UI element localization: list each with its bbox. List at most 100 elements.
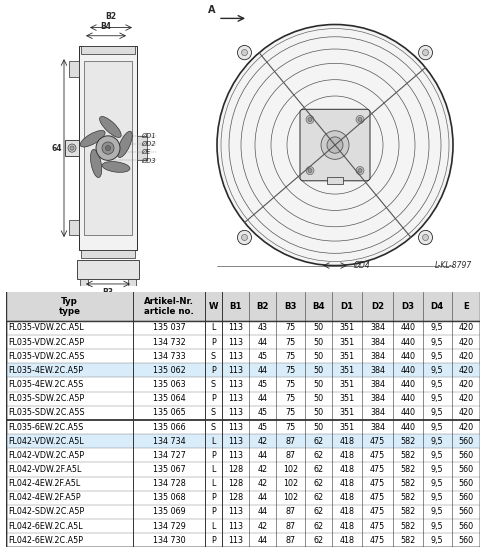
Text: ØD1: ØD1 bbox=[141, 133, 156, 139]
Text: ØD4: ØD4 bbox=[353, 261, 370, 270]
Text: 102: 102 bbox=[283, 479, 298, 488]
Text: FL042-VDW.2C.A5P: FL042-VDW.2C.A5P bbox=[9, 451, 85, 460]
Text: 440: 440 bbox=[400, 366, 415, 375]
Text: 9,5: 9,5 bbox=[431, 338, 444, 346]
Text: 113: 113 bbox=[228, 422, 243, 432]
Text: 135 062: 135 062 bbox=[153, 366, 185, 375]
Text: 50: 50 bbox=[313, 352, 324, 361]
Text: Typ
type: Typ type bbox=[58, 296, 81, 316]
Text: 102: 102 bbox=[283, 465, 298, 474]
Circle shape bbox=[217, 25, 453, 266]
Text: D4: D4 bbox=[431, 302, 444, 311]
Text: 440: 440 bbox=[400, 338, 415, 346]
Text: 440: 440 bbox=[400, 323, 415, 333]
Ellipse shape bbox=[118, 131, 132, 157]
Text: 44: 44 bbox=[258, 493, 268, 502]
Text: 135 063: 135 063 bbox=[153, 380, 185, 389]
Text: 582: 582 bbox=[400, 479, 416, 488]
Text: 420: 420 bbox=[458, 366, 473, 375]
Text: 384: 384 bbox=[370, 352, 385, 361]
Text: FL042-6EW.2C.A5P: FL042-6EW.2C.A5P bbox=[9, 536, 84, 544]
Text: 351: 351 bbox=[340, 422, 355, 432]
Circle shape bbox=[68, 144, 76, 152]
Text: 351: 351 bbox=[340, 380, 355, 389]
Circle shape bbox=[306, 116, 314, 124]
Text: 475: 475 bbox=[370, 521, 385, 531]
Text: E: E bbox=[463, 302, 469, 311]
Text: P: P bbox=[211, 451, 216, 460]
Text: 9,5: 9,5 bbox=[431, 408, 444, 417]
Text: 135 065: 135 065 bbox=[153, 408, 185, 417]
Bar bbox=[84, 61, 132, 235]
Text: 9,5: 9,5 bbox=[431, 422, 444, 432]
Text: 9,5: 9,5 bbox=[431, 323, 444, 333]
Text: 582: 582 bbox=[400, 508, 416, 516]
Text: 475: 475 bbox=[370, 451, 385, 460]
Text: 9,5: 9,5 bbox=[431, 536, 444, 544]
Text: 62: 62 bbox=[313, 536, 324, 544]
Circle shape bbox=[238, 46, 251, 60]
Text: 135 066: 135 066 bbox=[153, 422, 185, 432]
Text: 418: 418 bbox=[340, 536, 355, 544]
Text: B2: B2 bbox=[257, 302, 269, 311]
Text: 134 727: 134 727 bbox=[153, 451, 186, 460]
Circle shape bbox=[422, 50, 429, 56]
Circle shape bbox=[308, 118, 312, 122]
Text: 102: 102 bbox=[283, 493, 298, 502]
Text: 135 064: 135 064 bbox=[153, 394, 185, 403]
Text: 113: 113 bbox=[228, 366, 243, 375]
Text: 9,5: 9,5 bbox=[431, 380, 444, 389]
Text: 475: 475 bbox=[370, 465, 385, 474]
Text: 62: 62 bbox=[313, 451, 324, 460]
Text: 560: 560 bbox=[458, 521, 473, 531]
Text: B4: B4 bbox=[312, 302, 325, 311]
Text: 62: 62 bbox=[313, 493, 324, 502]
Text: Artikel-Nr.
article no.: Artikel-Nr. article no. bbox=[144, 296, 194, 316]
Circle shape bbox=[418, 46, 433, 60]
Text: 384: 384 bbox=[370, 422, 385, 432]
Text: 9,5: 9,5 bbox=[431, 479, 444, 488]
Text: 113: 113 bbox=[228, 352, 243, 361]
Bar bbox=[137, 136, 147, 161]
Text: P: P bbox=[211, 508, 216, 516]
Text: A: A bbox=[208, 6, 215, 15]
Text: S: S bbox=[211, 352, 216, 361]
Text: 75: 75 bbox=[286, 323, 296, 333]
Bar bbox=[327, 177, 343, 184]
Ellipse shape bbox=[100, 117, 121, 138]
Circle shape bbox=[242, 50, 247, 56]
Text: 113: 113 bbox=[228, 380, 243, 389]
Text: 351: 351 bbox=[340, 352, 355, 361]
Bar bbox=[69, 61, 79, 76]
Text: P: P bbox=[211, 394, 216, 403]
Text: 582: 582 bbox=[400, 521, 416, 531]
Text: B3: B3 bbox=[103, 288, 114, 297]
Text: D1: D1 bbox=[341, 302, 354, 311]
Text: 420: 420 bbox=[458, 352, 473, 361]
Text: FL042-4EW.2F.A5P: FL042-4EW.2F.A5P bbox=[9, 493, 81, 502]
Text: 560: 560 bbox=[458, 508, 473, 516]
Circle shape bbox=[358, 118, 362, 122]
Text: FL042-6EW.2C.A5L: FL042-6EW.2C.A5L bbox=[9, 521, 83, 531]
Text: 582: 582 bbox=[400, 437, 416, 446]
Text: 351: 351 bbox=[340, 394, 355, 403]
Text: 50: 50 bbox=[313, 366, 324, 375]
Text: 418: 418 bbox=[340, 465, 355, 474]
Text: 418: 418 bbox=[340, 521, 355, 531]
Text: 75: 75 bbox=[286, 422, 296, 432]
Text: D2: D2 bbox=[371, 302, 384, 311]
Text: 440: 440 bbox=[400, 408, 415, 417]
Text: 62: 62 bbox=[313, 479, 324, 488]
Text: 50: 50 bbox=[313, 338, 324, 346]
Text: B1: B1 bbox=[229, 302, 242, 311]
Circle shape bbox=[418, 230, 433, 245]
Circle shape bbox=[238, 230, 251, 245]
Text: 113: 113 bbox=[228, 536, 243, 544]
Text: 9,5: 9,5 bbox=[431, 437, 444, 446]
Text: 560: 560 bbox=[458, 451, 473, 460]
Bar bbox=[6, 292, 480, 321]
Text: 75: 75 bbox=[286, 380, 296, 389]
Bar bbox=[79, 46, 137, 250]
Text: 384: 384 bbox=[370, 394, 385, 403]
Bar bbox=[81, 46, 135, 54]
